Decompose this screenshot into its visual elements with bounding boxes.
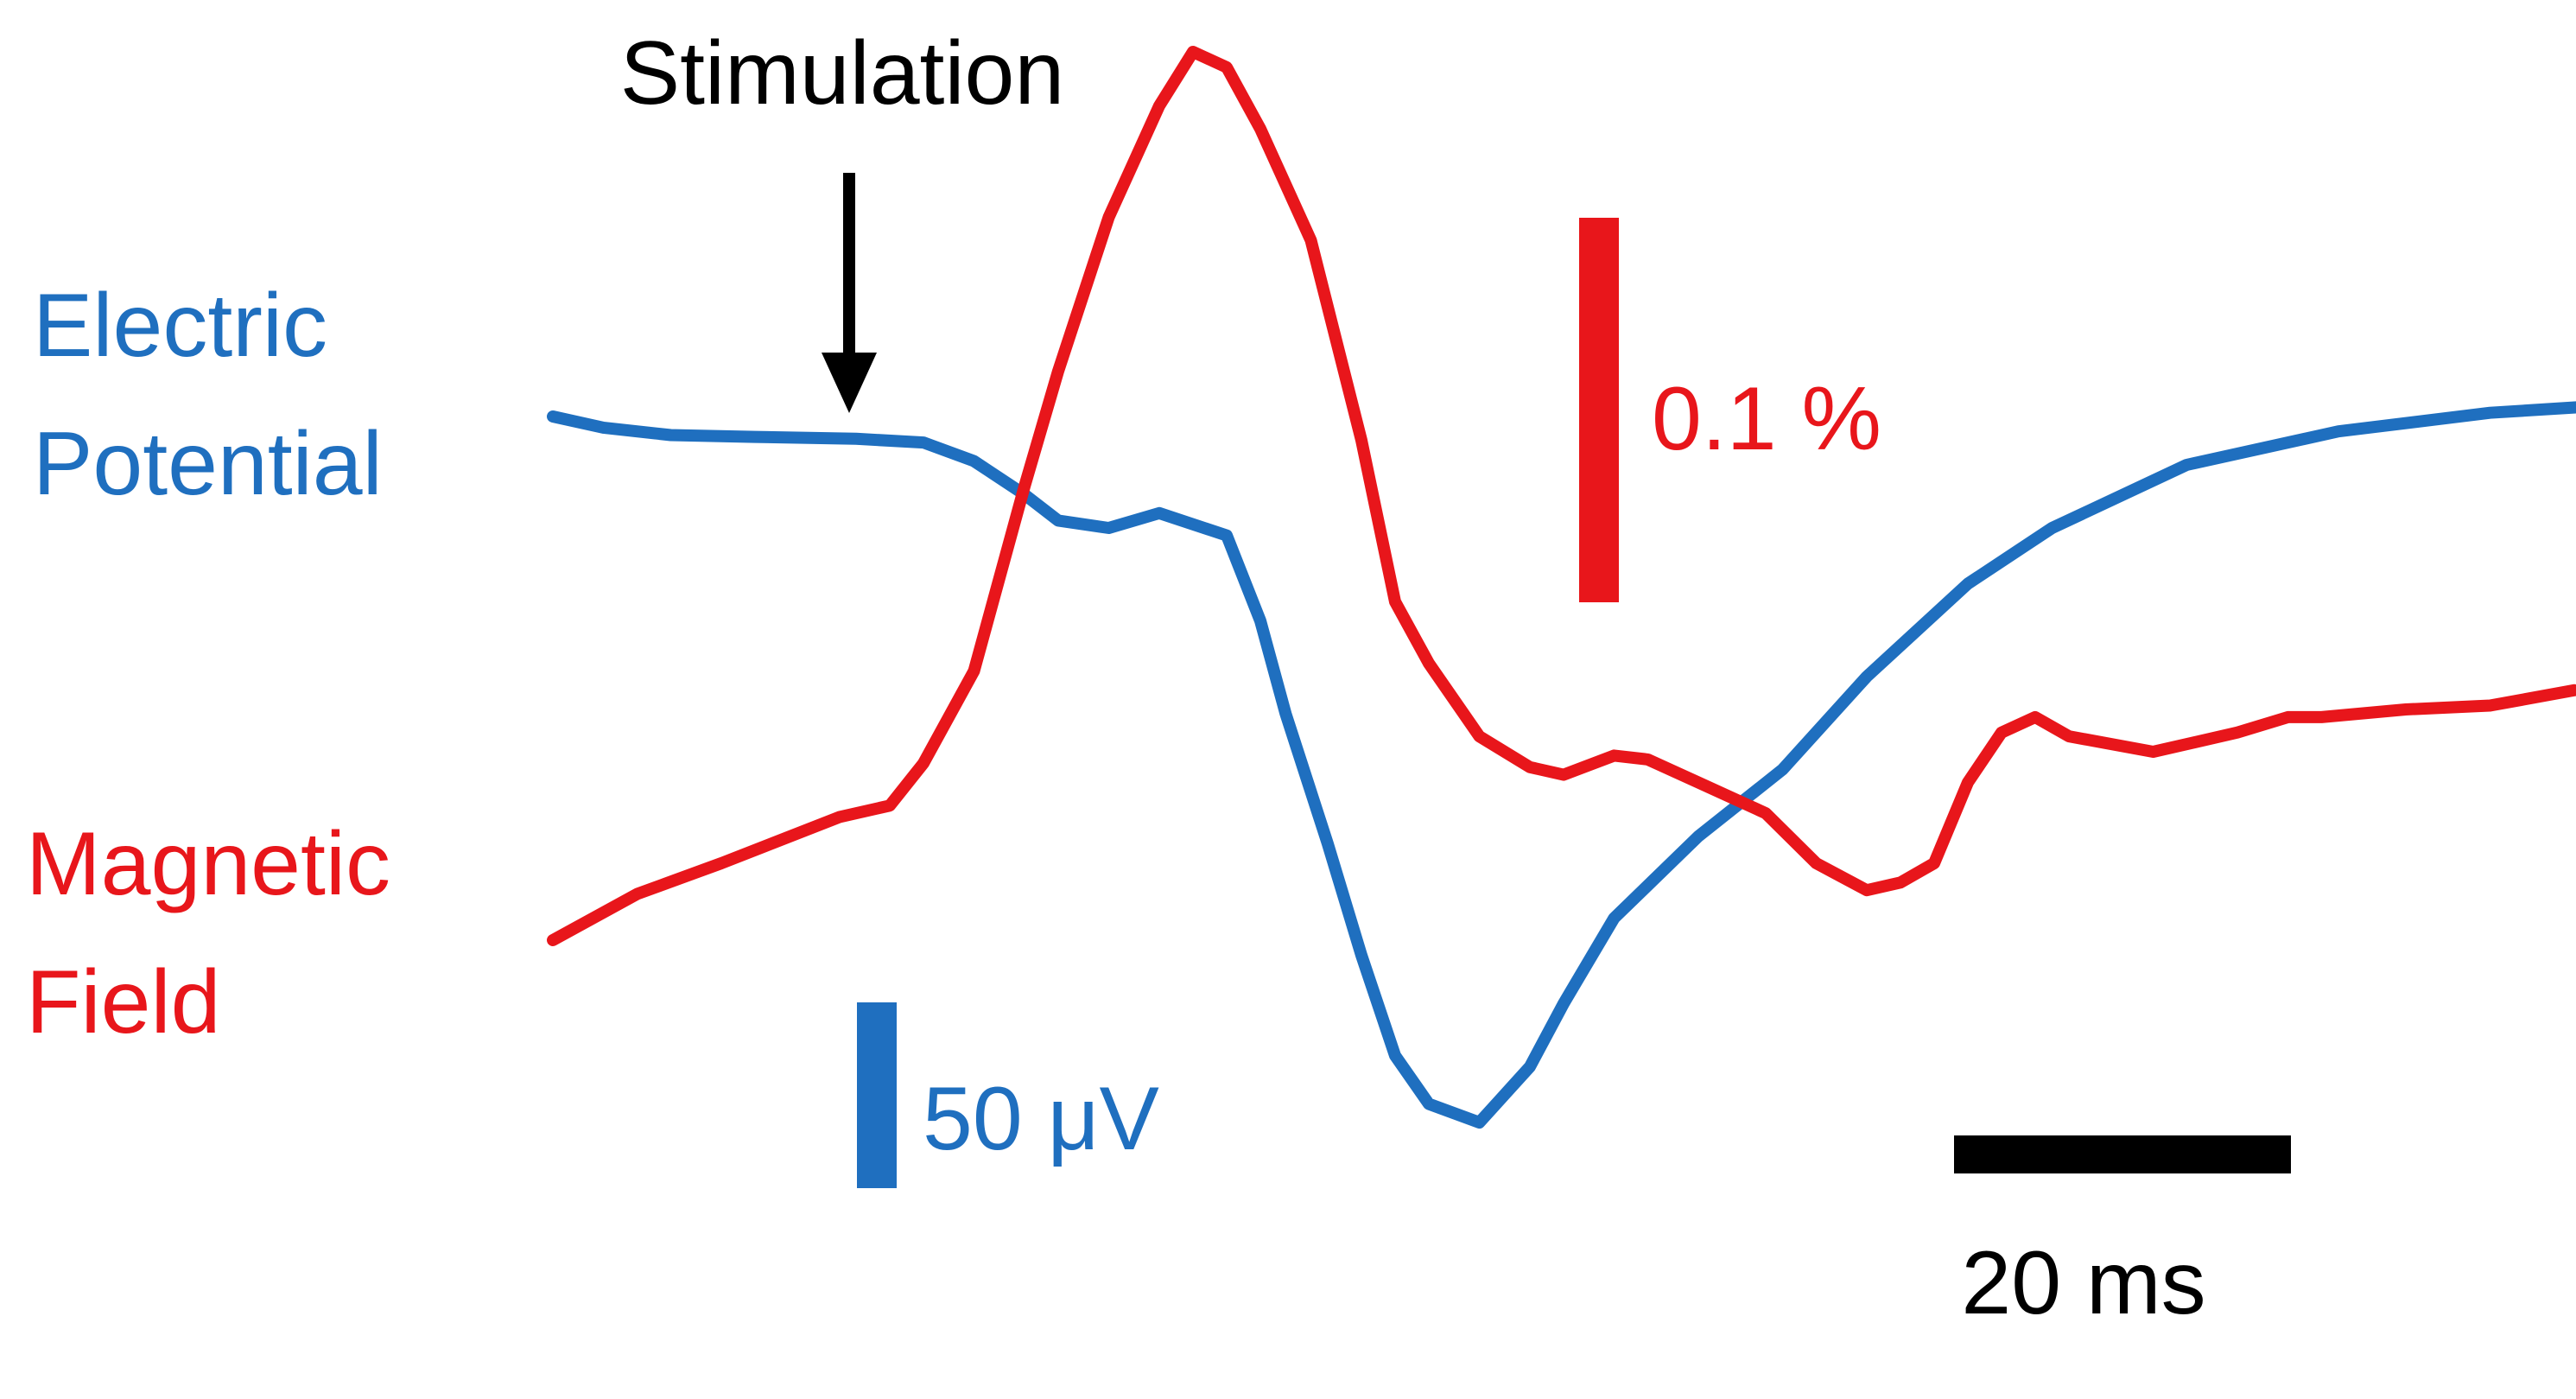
electric-potential-trace: [547, 401, 2576, 1129]
magnetic-scale-bar: [1579, 218, 1619, 602]
magnetic-scale-label: 0.1 %: [1652, 369, 1881, 469]
stimulation-label: Stimulation: [620, 23, 1064, 124]
magnetic-label-line2: Field: [26, 952, 220, 1052]
electric-scale-label: 50 μV: [923, 1069, 1159, 1169]
time-scale-bar: [1954, 1135, 2291, 1173]
time-scale-label: 20 ms: [1961, 1233, 2205, 1333]
traces: [547, 46, 2576, 1129]
stimulation-arrow-head: [822, 353, 877, 413]
magnetic-label-line1: Magnetic: [26, 814, 390, 914]
electric-label-line2: Potential: [33, 414, 383, 514]
magnetic-field-trace: [547, 46, 2576, 946]
electric-scale-bar: [857, 1002, 897, 1188]
electric-label-line1: Electric: [33, 276, 327, 376]
